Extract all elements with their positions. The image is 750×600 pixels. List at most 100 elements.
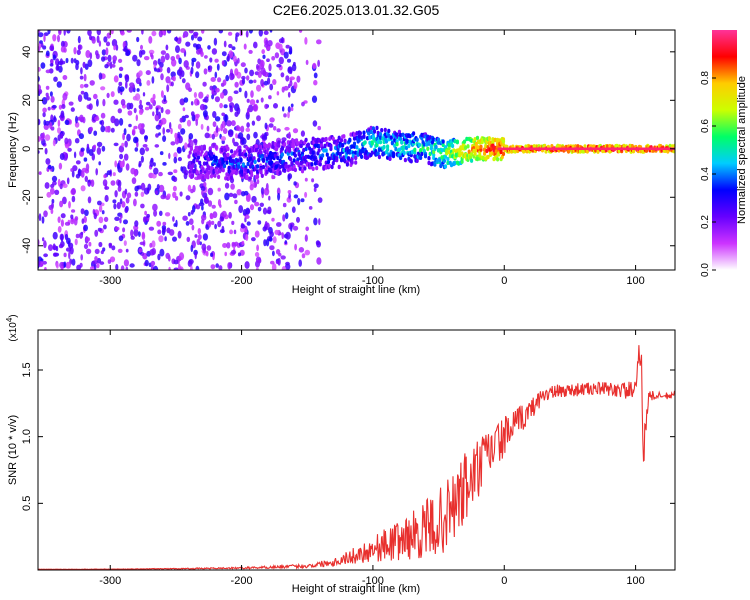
spectrogram-ridge-cell xyxy=(446,156,450,162)
spectrogram-cell xyxy=(311,95,318,103)
spectrogram-cell xyxy=(180,48,186,53)
spectrogram-ridge-cell xyxy=(326,159,331,165)
spectrogram-ridge-cell xyxy=(486,154,490,160)
spectrogram-cell xyxy=(241,75,246,80)
spectrogram-cell xyxy=(275,249,281,255)
spectrogram-ridge-cell xyxy=(220,147,224,153)
spectrogram-cell xyxy=(271,263,277,270)
spectrogram-cell xyxy=(76,49,81,56)
spectrogram-cell xyxy=(251,237,256,242)
spectrogram-ridge-cell xyxy=(399,136,403,142)
spectrogram-cell xyxy=(123,219,128,225)
spectrogram-ridge-cell xyxy=(447,145,451,151)
spectrogram-cell xyxy=(130,235,135,240)
spectrogram-cell xyxy=(43,119,47,126)
spectrogram-ridge-cell xyxy=(380,128,384,133)
spectrogram-cell xyxy=(173,156,178,164)
spectrogram-cell xyxy=(196,238,201,246)
spectrogram-cell xyxy=(290,106,294,112)
spectrogram-cell xyxy=(214,71,218,79)
spectrogram-cell xyxy=(205,224,209,229)
spectrogram-cell xyxy=(113,142,119,147)
spectrogram-cell xyxy=(83,73,87,82)
spectrogram-cell xyxy=(40,62,46,69)
spectrogram-ridge-cell xyxy=(501,139,506,144)
spectrogram-cell xyxy=(304,37,308,45)
spectrogram-ridge-cell xyxy=(209,156,214,161)
spectrogram-cell xyxy=(52,139,56,147)
spectrogram-cell xyxy=(173,152,178,159)
spectrogram-cell xyxy=(190,66,194,75)
spectrogram-cell xyxy=(301,253,306,259)
spectrogram-cell xyxy=(190,210,194,215)
spectrogram-cell xyxy=(304,177,308,182)
spectrogram-cell xyxy=(169,122,172,130)
spectrogram-ridge-cell xyxy=(191,173,195,179)
spectrogram-cell xyxy=(75,160,81,165)
spectrogram-cell xyxy=(282,106,285,112)
spectrogram-cell xyxy=(114,216,120,221)
spectrogram-cell xyxy=(184,114,189,119)
spectrogram-ridge-cell xyxy=(377,154,381,160)
spectrogram-cell xyxy=(246,98,250,103)
spectrogram-cell xyxy=(65,152,68,160)
spectrogram-cell xyxy=(263,153,267,158)
spectrogram-cell xyxy=(236,106,241,115)
spectrogram-ridge-cell xyxy=(195,170,199,175)
spectrogram-ridge-cell xyxy=(429,143,433,149)
spectrogram-cell xyxy=(66,177,70,185)
spectrogram-cell xyxy=(55,246,59,252)
spectrogram-cell xyxy=(193,33,198,39)
spectrogram-ridge-cell xyxy=(364,149,368,155)
spectrogram-cell xyxy=(64,137,69,145)
spectrogram-ridge-cell xyxy=(254,147,258,153)
spectrogram-ridge-cell xyxy=(308,146,312,151)
spectrogram-ridge-cell xyxy=(427,160,431,166)
spectrogram-cell xyxy=(304,234,308,242)
spectrogram-cell xyxy=(153,60,158,66)
spectrogram-frame xyxy=(37,29,676,271)
spectrogram-cell xyxy=(99,120,102,125)
spectrogram-ridge-cell xyxy=(445,149,449,154)
spectrogram-cell xyxy=(104,194,109,203)
spectrogram-cell xyxy=(104,126,110,133)
spectrogram-ridge-cell xyxy=(422,142,426,147)
spectrogram-cell xyxy=(109,61,113,69)
spectrogram-cell xyxy=(206,245,212,251)
spectrogram-cell xyxy=(94,256,98,262)
spectrogram-cell xyxy=(77,168,81,176)
spectrogram-cell xyxy=(164,53,170,61)
spectrogram-cell xyxy=(201,30,205,34)
spectrogram-cell xyxy=(217,77,222,83)
spectrogram-cell xyxy=(38,118,41,126)
spectrogram-cell xyxy=(165,44,169,51)
spectrogram-cell xyxy=(63,30,66,36)
spectrogram-cell xyxy=(318,218,321,226)
spectrogram-cell xyxy=(98,205,103,213)
spectrogram-ridge-cell xyxy=(387,128,391,134)
spectrogram-cell xyxy=(77,94,83,102)
spectrogram-cell xyxy=(173,259,179,265)
spectrogram-cell xyxy=(91,37,96,44)
spectrogram-ridge-cell xyxy=(299,161,303,166)
spectrogram-ridge-cell xyxy=(198,160,202,165)
spectrogram-cell xyxy=(70,214,74,220)
spectrogram-x-tick-label: -300 xyxy=(99,275,121,287)
spectrogram-ridge-cell xyxy=(256,169,260,174)
spectrogram-ridge-cell xyxy=(235,158,240,163)
spectrogram-cell xyxy=(136,141,139,148)
spectrogram-ridge-cell xyxy=(269,168,273,173)
spectrogram-ridge-cell xyxy=(455,140,459,145)
spectrogram-ridge-cell xyxy=(256,164,260,169)
spectrogram-cell xyxy=(77,35,81,44)
spectrogram-cell xyxy=(138,50,143,58)
spectrogram-ridge-cell xyxy=(256,174,260,179)
spectrogram-cell xyxy=(231,241,236,247)
spectrogram-cell xyxy=(227,95,233,103)
spectrogram-ridge-cell xyxy=(419,148,423,153)
snr-x-tick-label: -200 xyxy=(231,575,253,587)
spectrogram-cell xyxy=(110,127,115,133)
spectrogram-ridge-cell xyxy=(350,160,354,165)
spectrogram-cell xyxy=(138,108,144,115)
spectrogram-ridge-cell xyxy=(443,164,448,169)
